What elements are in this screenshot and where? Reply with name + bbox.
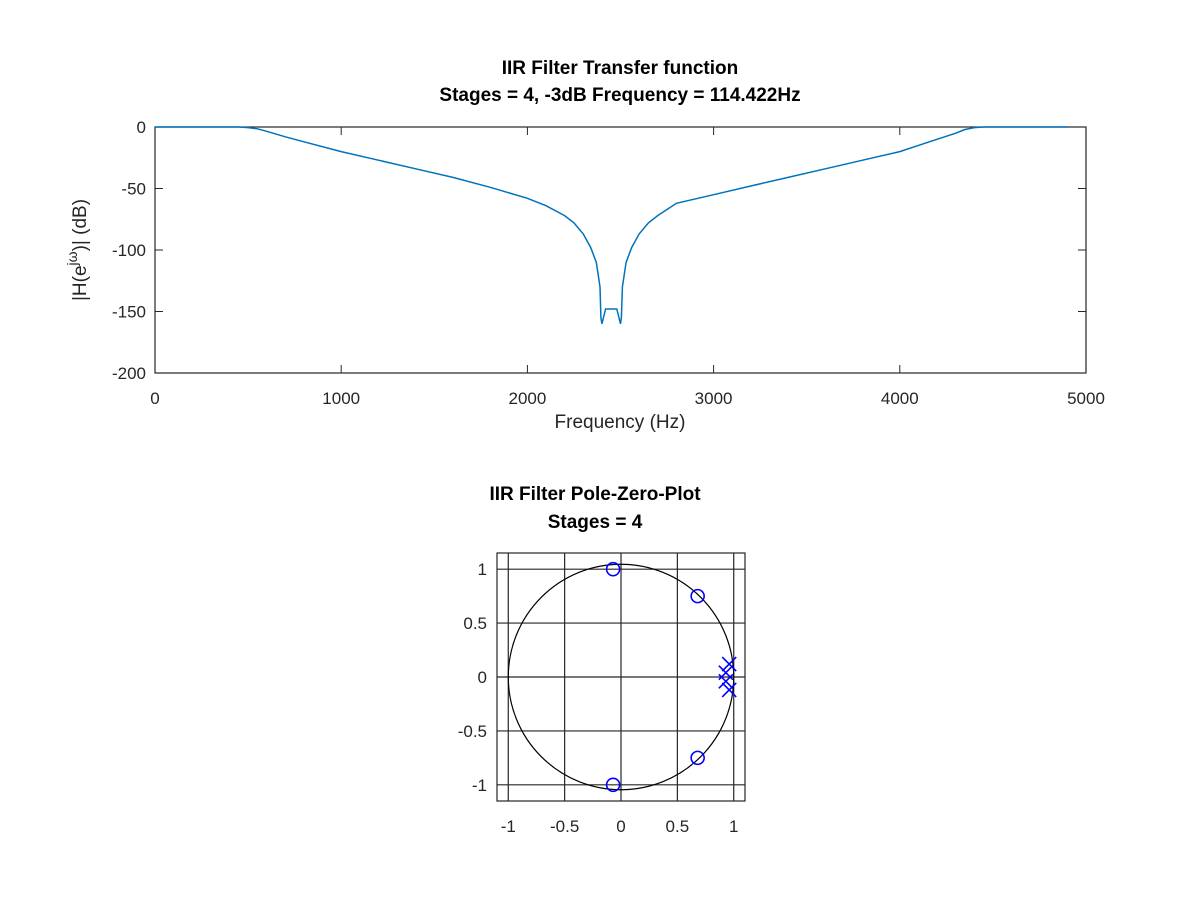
pz-zero-marker — [605, 777, 621, 793]
tf-y-tick-label: -150 — [112, 303, 146, 322]
tf-title-line1: IIR Filter Transfer function — [502, 58, 738, 79]
tf-y-axis-label: |H(ejω)| (dB) — [64, 199, 91, 301]
pz-y-tick-label: -1 — [472, 776, 487, 795]
pz-y-tick-label: 0 — [478, 668, 487, 687]
tf-y-label-sup: jω — [64, 251, 80, 266]
pole-zero-plot: IIR Filter Pole-Zero-Plot Stages = 4 -1-… — [458, 484, 746, 836]
tf-x-tick-label: 3000 — [695, 389, 733, 408]
tf-y-label-main: |H(e — [70, 265, 91, 301]
tf-x-tick-label: 2000 — [508, 389, 546, 408]
tf-title-line2: Stages = 4, -3dB Frequency = 114.422Hz — [439, 85, 800, 106]
pz-y-tick-label: 1 — [478, 560, 487, 579]
pz-zero-marker — [690, 588, 705, 604]
tf-y-label-tail: )| (dB) — [70, 199, 91, 251]
tf-x-tick-label: 5000 — [1067, 389, 1105, 408]
pz-ticks: -1 -0.5 0 0.5 1 1 0.5 0 -0.5 -1 — [458, 560, 739, 836]
pz-unit-circle — [507, 563, 735, 791]
pz-pole-marker — [721, 682, 737, 698]
pz-y-tick-label: 0.5 — [463, 614, 487, 633]
pz-x-tick-label: 1 — [729, 817, 738, 836]
tf-y-tick-label: -200 — [112, 364, 146, 383]
pz-x-tick-label: 0 — [616, 817, 625, 836]
pz-pole-marker — [718, 673, 734, 689]
tf-x-tick-label: 4000 — [881, 389, 919, 408]
pz-zero-marker — [690, 750, 705, 766]
pz-x-tick-label: 0.5 — [666, 817, 690, 836]
tf-x-tick-label: 1000 — [322, 389, 360, 408]
tf-y-tick-label: -100 — [112, 241, 146, 260]
pz-title-line2: Stages = 4 — [548, 512, 643, 533]
tf-x-axis-label: Frequency (Hz) — [555, 412, 686, 433]
pz-zero-marker — [605, 561, 621, 577]
pz-pole-marker — [721, 656, 737, 672]
tf-axes-box — [154, 126, 1087, 374]
pz-grid — [497, 553, 745, 801]
tf-y-tick-label: -50 — [121, 180, 146, 199]
tf-x-tick-label: 0 — [150, 389, 159, 408]
pz-y-tick-label: -0.5 — [458, 722, 487, 741]
transfer-function-plot: IIR Filter Transfer function Stages = 4,… — [64, 58, 1105, 433]
pz-x-tick-label: -0.5 — [550, 817, 579, 836]
pz-title-line1: IIR Filter Pole-Zero-Plot — [489, 484, 701, 505]
pz-x-tick-label: -1 — [501, 817, 516, 836]
tf-y-tick-label: 0 — [137, 118, 146, 137]
tf-ticks: 0 1000 2000 3000 4000 5000 0 -50 -100 -150 -200 — [112, 118, 1105, 408]
pz-axes-box — [496, 552, 746, 802]
tf-series-line — [155, 126, 1068, 324]
pz-markers — [605, 561, 737, 793]
